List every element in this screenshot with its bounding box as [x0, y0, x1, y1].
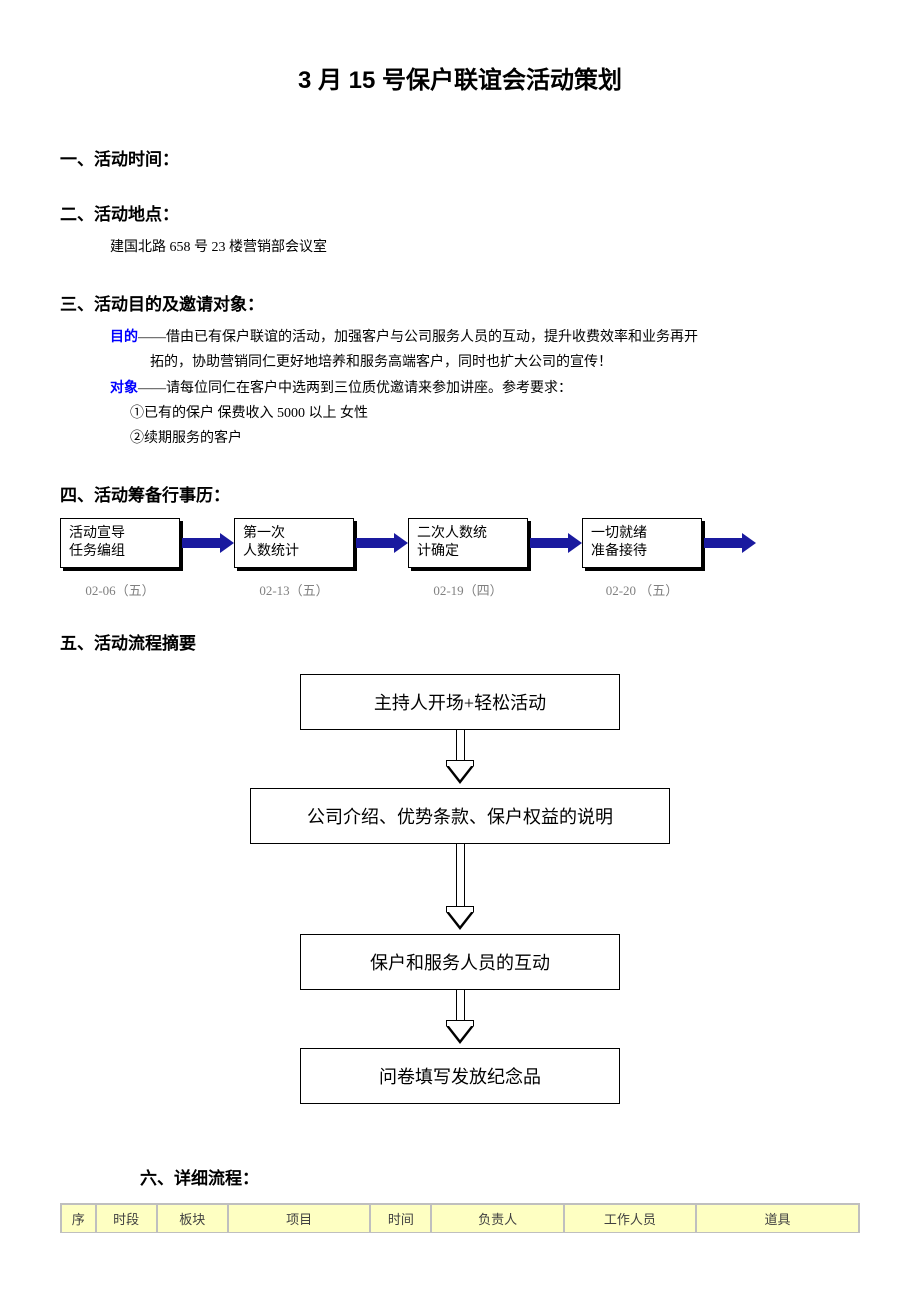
table-header-2: 板块 — [157, 1204, 228, 1233]
flow-box-2: 保户和服务人员的互动 — [300, 934, 620, 990]
flow-box-0: 主持人开场+轻松活动 — [300, 674, 620, 730]
timeline-date-0: 02-06（五） — [60, 580, 180, 599]
timeline-box-0-l2: 任务编组 — [69, 543, 171, 561]
timeline-dates: 02-06（五） 02-13（五） 02-19（四） 02-20 （五） — [60, 580, 860, 599]
purpose-line-1: 目的——借由已有保户联谊的活动，加强客户与公司服务人员的互动，提升收费效率和业务… — [110, 325, 860, 350]
timeline-arrow-icon — [356, 536, 406, 550]
table-header-row: 序 时段 板块 项目 时间 负责人 工作人员 道具 — [61, 1204, 859, 1233]
timeline-date-3: 02-20 （五） — [582, 580, 702, 599]
flowchart: 主持人开场+轻松活动 公司介绍、优势条款、保户权益的说明 保户和服务人员的互动 … — [60, 674, 860, 1104]
section-time: 一、活动时间： — [60, 145, 860, 170]
section-preparation: 四、活动筹备行事历： 活动宣导 任务编组 第一次 人数统计 二次人数统 计确定 … — [60, 481, 860, 599]
detail-table: 序 时段 板块 项目 时间 负责人 工作人员 道具 — [60, 1203, 860, 1233]
timeline-arrow-icon — [530, 536, 580, 550]
timeline-date-2: 02-19（四） — [408, 580, 528, 599]
section-heading-4: 四、活动筹备行事历： — [60, 481, 860, 506]
page-title: 3 月 15 号保户联谊会活动策划 — [60, 60, 860, 95]
flow-box-3: 问卷填写发放纪念品 — [300, 1048, 620, 1104]
timeline-box-1-l1: 第一次 — [243, 525, 345, 543]
target-label: 对象 — [110, 381, 138, 396]
timeline-box-1: 第一次 人数统计 — [234, 518, 354, 568]
timeline-box-3-l1: 一切就绪 — [591, 525, 693, 543]
section-heading-6: 六、详细流程： — [140, 1164, 860, 1189]
timeline-date-1: 02-13（五） — [234, 580, 354, 599]
section-heading-5: 五、活动流程摘要 — [60, 629, 860, 654]
timeline-box-1-l2: 人数统计 — [243, 543, 345, 561]
timeline-box-0-l1: 活动宣导 — [69, 525, 171, 543]
timeline-box-0: 活动宣导 任务编组 — [60, 518, 180, 568]
section-location: 二、活动地点： 建国北路 658 号 23 楼营销部会议室 — [60, 200, 860, 260]
timeline-box-3: 一切就绪 准备接待 — [582, 518, 702, 568]
purpose-line-2: 拓的，协助营销同仁更好地培养和服务高端客户，同时也扩大公司的宣传！ — [150, 350, 860, 375]
section-heading-3: 三、活动目的及邀请对象： — [60, 290, 860, 315]
flow-arrow-icon — [446, 844, 474, 934]
timeline-box-2: 二次人数统 计确定 — [408, 518, 528, 568]
flow-box-1: 公司介绍、优势条款、保户权益的说明 — [250, 788, 670, 844]
timeline-arrow-icon — [182, 536, 232, 550]
table-header-4: 时间 — [370, 1204, 431, 1233]
timeline-box-2-l1: 二次人数统 — [417, 525, 519, 543]
purpose-text-1: ——借由已有保户联谊的活动，加强客户与公司服务人员的互动，提升收费效率和业务再开 — [138, 330, 698, 345]
timeline-arrow-icon — [704, 536, 754, 550]
requirement-1: ①已有的保户 保费收入 5000 以上 女性 — [130, 401, 860, 426]
timeline-row: 活动宣导 任务编组 第一次 人数统计 二次人数统 计确定 一切就绪 准备接待 — [60, 518, 860, 568]
section-heading-1: 一、活动时间： — [60, 145, 860, 170]
target-line: 对象——请每位同仁在客户中选两到三位质优邀请来参加讲座。参考要求： — [110, 376, 860, 401]
table-header-7: 道具 — [696, 1204, 859, 1233]
flow-arrow-icon — [446, 730, 474, 788]
target-text: ——请每位同仁在客户中选两到三位质优邀请来参加讲座。参考要求： — [138, 381, 572, 396]
table-header-5: 负责人 — [431, 1204, 563, 1233]
table-header-6: 工作人员 — [564, 1204, 696, 1233]
purpose-label: 目的 — [110, 330, 138, 345]
section-flow: 五、活动流程摘要 主持人开场+轻松活动 公司介绍、优势条款、保户权益的说明 保户… — [60, 629, 860, 1104]
section-heading-2: 二、活动地点： — [60, 200, 860, 225]
table-header-3: 项目 — [228, 1204, 371, 1233]
flow-arrow-icon — [446, 990, 474, 1048]
requirement-2: ②续期服务的客户 — [130, 426, 860, 451]
table-header-0: 序 — [61, 1204, 96, 1233]
table-header-1: 时段 — [96, 1204, 157, 1233]
timeline-box-2-l2: 计确定 — [417, 543, 519, 561]
location-text: 建国北路 658 号 23 楼营销部会议室 — [110, 235, 860, 260]
section-purpose: 三、活动目的及邀请对象： 目的——借由已有保户联谊的活动，加强客户与公司服务人员… — [60, 290, 860, 451]
timeline-box-3-l2: 准备接待 — [591, 543, 693, 561]
